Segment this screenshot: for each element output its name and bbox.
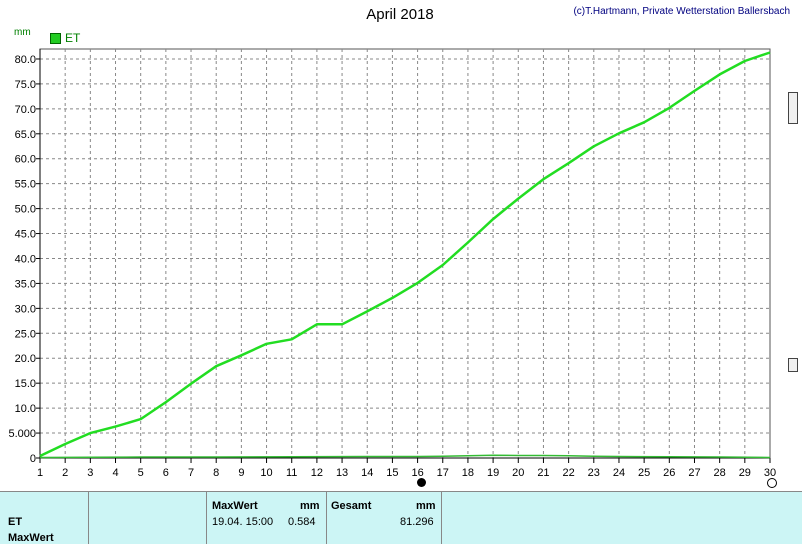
gesamt-unit: mm xyxy=(416,500,436,512)
maxwert-value: 0.584 xyxy=(288,516,316,528)
x-tick-label: 6 xyxy=(163,467,169,479)
y-tick-label: 20.0 xyxy=(15,353,36,365)
x-tick-label: 13 xyxy=(336,467,348,479)
x-tick-label: 8 xyxy=(213,467,219,479)
series-line-secondary xyxy=(39,454,771,459)
table-divider xyxy=(206,492,207,544)
x-tick-label: 22 xyxy=(562,467,574,479)
copyright-text: (c)T.Hartmann, Private Wetterstation Bal… xyxy=(573,6,790,17)
legend-label: ET xyxy=(65,31,81,45)
x-tick-label: 14 xyxy=(361,467,373,479)
y-tick-label: 25.0 xyxy=(15,328,36,340)
x-tick-label: 21 xyxy=(537,467,549,479)
x-tick-label: 25 xyxy=(638,467,650,479)
et-chart: 1 2 3 4 5 6 7 8 9 10 11 12 13 14 15 16 17 18 19 20 21 22 23 24 2… xyxy=(8,48,776,479)
y-tick-label: 60.0 xyxy=(15,154,36,166)
maxwert-time: 19.04. 15:00 xyxy=(212,516,274,528)
x-tick-label: 24 xyxy=(613,467,625,479)
right-scroll-handle-top[interactable] xyxy=(788,92,798,124)
y-tick-label: 15.0 xyxy=(15,378,36,390)
legend-swatch-icon xyxy=(50,32,61,44)
x-tick-label: 1 xyxy=(37,467,43,479)
summary-table: ET MaxWert MaxWert mm 19.04. 15:00 0.584… xyxy=(0,491,802,544)
cursor-marker-open-icon[interactable] xyxy=(767,478,777,488)
gesamt-header: Gesamt xyxy=(331,500,372,512)
x-tick-label: 10 xyxy=(260,467,272,479)
x-tick-label: 29 xyxy=(739,467,751,479)
y-tick-label: 55.0 xyxy=(15,179,36,191)
x-tick-label: 20 xyxy=(512,467,524,479)
y-tick-label: 45.0 xyxy=(15,229,36,241)
series-line-et xyxy=(39,51,771,458)
y-axis-unit: mm xyxy=(14,27,31,38)
x-tick-label: 16 xyxy=(411,467,423,479)
y-tick-label: 35.0 xyxy=(15,278,36,290)
x-tick-label: 17 xyxy=(437,467,449,479)
table-divider xyxy=(88,492,89,544)
table-divider xyxy=(441,492,442,544)
row-label-maxwert: MaxWert xyxy=(8,532,54,544)
x-tick-label: 30 xyxy=(764,467,776,479)
x-tick-label: 7 xyxy=(188,467,194,479)
x-tick-label: 19 xyxy=(487,467,499,479)
plot-area xyxy=(39,48,771,459)
table-divider xyxy=(326,492,327,544)
y-tick-label: 40.0 xyxy=(15,253,36,265)
x-tick-label: 9 xyxy=(238,467,244,479)
x-tick-label: 12 xyxy=(311,467,323,479)
y-tick-label: 70.0 xyxy=(15,104,36,116)
maxwert-unit: mm xyxy=(300,500,320,512)
x-tick-label: 28 xyxy=(714,467,726,479)
chart-title: April 2018 xyxy=(366,6,434,23)
maxwert-header: MaxWert xyxy=(212,500,258,512)
y-tick-label: 5.000 xyxy=(8,428,36,440)
cursor-marker-filled-icon[interactable] xyxy=(417,478,426,487)
x-tick-label: 26 xyxy=(663,467,675,479)
y-tick-label: 10.0 xyxy=(15,403,36,415)
row-label-et: ET xyxy=(8,516,23,528)
legend[interactable]: ET xyxy=(50,31,80,45)
x-tick-label: 4 xyxy=(112,467,118,479)
x-tick-label: 11 xyxy=(286,467,297,479)
y-tick-label: 80.0 xyxy=(15,54,36,66)
x-tick-label: 15 xyxy=(386,467,398,479)
y-tick-label: 0 xyxy=(30,453,36,465)
x-tick-label: 27 xyxy=(688,467,700,479)
y-tick-label: 50.0 xyxy=(15,204,36,216)
x-tick-label: 18 xyxy=(462,467,474,479)
x-tick-label: 23 xyxy=(588,467,600,479)
right-scroll-handle-bottom[interactable] xyxy=(788,358,798,372)
y-tick-label: 65.0 xyxy=(15,129,36,141)
x-tick-label: 5 xyxy=(138,467,144,479)
gesamt-value: 81.296 xyxy=(400,516,434,528)
x-tick-label: 2 xyxy=(62,467,68,479)
y-tick-label: 30.0 xyxy=(15,303,36,315)
y-tick-label: 75.0 xyxy=(15,79,36,91)
x-tick-label: 3 xyxy=(87,467,93,479)
